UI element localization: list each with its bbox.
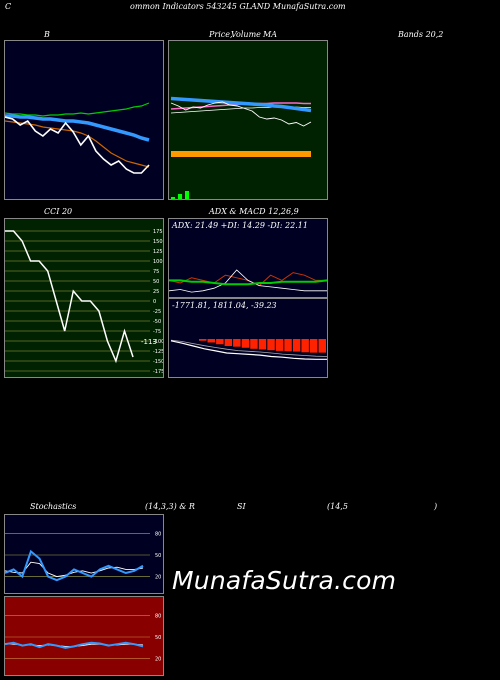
macd-bar xyxy=(318,339,326,353)
bollinger-panel xyxy=(4,40,164,200)
stoch-tick-label: 80 xyxy=(155,531,161,537)
macd-bar xyxy=(309,339,318,353)
cci-tick-label: 175 xyxy=(153,229,163,235)
price-ma-chart xyxy=(170,96,312,199)
rsi-panel: 80 50 20 xyxy=(4,596,164,676)
adx-plus-di-line xyxy=(169,269,327,293)
macd-bar xyxy=(233,339,241,347)
bollinger-upper-line xyxy=(5,102,150,117)
cci-grid xyxy=(5,230,150,372)
price-ma-panel xyxy=(168,40,328,200)
rsi-chart: 80 50 20 xyxy=(5,613,161,663)
macd-bar xyxy=(199,339,207,341)
cci-ticks: 175 150 125 100 75 50 25 0 -25 -50 -75 -100 -125 -150… xyxy=(153,229,164,375)
adx-macd-label: ADX & MACD 12,26,9 xyxy=(209,207,299,216)
cci-chart: 175 150 125 100 75 50 25 0 -25 -50 -75 -100 -125 -150… xyxy=(5,229,164,375)
macd-bar xyxy=(258,339,267,350)
volume-bar xyxy=(185,191,189,199)
cci-tick-label: -50 xyxy=(153,319,161,325)
rsi-ticks: 80 50 20 xyxy=(155,613,161,662)
stoch-label: Stochastics xyxy=(30,502,77,511)
adx-panel: ADX: 21.49 +DI: 14.29 -DI: 22.11 xyxy=(168,218,328,298)
cci-panel: 175 150 125 100 75 50 25 0 -25 -50 -75 -100 -125 -150… xyxy=(4,218,164,378)
cci-value-label: -113 xyxy=(141,338,157,346)
rsi-tick-label: 50 xyxy=(155,635,161,641)
cci-tick-label: 75 xyxy=(153,269,159,275)
cci-tick-label: -25 xyxy=(153,309,161,315)
cci-tick-label: 100 xyxy=(153,259,163,265)
macd-histogram xyxy=(199,339,326,353)
ma-label: MA xyxy=(263,30,277,39)
bollinger-middle-line xyxy=(5,114,150,142)
adx-values: ADX: 21.49 +DI: 14.29 -DI: 22.11 xyxy=(172,221,308,230)
macd-values: -1771.81, 1811.04, -39.23 xyxy=(172,301,277,310)
bollinger-lower-line xyxy=(5,120,150,168)
bollinger-label: B xyxy=(44,30,50,39)
macd-bar xyxy=(241,339,250,348)
macd-bar xyxy=(267,339,275,351)
rsi-tick-label: 80 xyxy=(155,613,161,619)
stoch-k-line xyxy=(5,549,144,582)
cci-line xyxy=(5,230,134,364)
bollinger-close-line xyxy=(5,116,150,174)
cci-tick-label: 0 xyxy=(153,299,156,305)
cci-tick-label: -100 xyxy=(153,339,164,345)
macd-signal-line xyxy=(170,339,327,357)
stoch-tick-label: 20 xyxy=(155,575,161,581)
bands-label: Bands 20,2 xyxy=(398,30,444,39)
header-title: ommon Indicators 543245 GLAND MunafaSutr… xyxy=(130,2,346,11)
ma-band-bar xyxy=(171,151,311,157)
adx-line xyxy=(169,279,327,286)
volume-bar xyxy=(178,194,182,199)
rsi-line xyxy=(5,641,144,649)
macd-bar xyxy=(250,339,258,349)
price-label: Price, xyxy=(209,30,233,39)
header-letter: C xyxy=(5,2,12,11)
macd-bar xyxy=(301,339,309,353)
macd-chart xyxy=(170,339,327,360)
rsi-tick-label: 20 xyxy=(155,657,161,663)
ma-fast-line xyxy=(170,96,312,113)
macd-bar xyxy=(275,339,284,351)
macd-bar xyxy=(224,339,233,346)
bollinger-chart xyxy=(5,102,150,174)
cci-tick-label: 25 xyxy=(153,289,159,295)
stoch-ticks: 80 50 20 xyxy=(155,531,161,580)
cci-tick-label: 150 xyxy=(153,239,163,245)
cci-tick-label: -125 xyxy=(153,349,164,355)
cci-tick-label: 125 xyxy=(153,249,163,255)
stoch-tick-label: 50 xyxy=(155,553,161,559)
macd-line xyxy=(170,340,327,360)
price-close-line xyxy=(170,101,312,127)
macd-bar xyxy=(216,339,224,345)
stoch-chart: 80 50 20 xyxy=(5,531,161,582)
adx-chart xyxy=(169,269,327,293)
rsi-close: ) xyxy=(434,502,438,511)
volume-bar xyxy=(171,197,175,199)
stoch-params: (14,3,3) & R xyxy=(145,502,195,511)
cci-tick-label: -150 xyxy=(153,359,164,365)
volume-label: Volume xyxy=(231,30,261,39)
stoch-d-line xyxy=(5,561,144,578)
rsi-params: (14,5 xyxy=(327,502,348,511)
macd-bar xyxy=(207,339,215,343)
cci-label: CCI 20 xyxy=(44,207,73,216)
macd-bar xyxy=(284,339,292,352)
rsi-grid xyxy=(5,615,150,659)
volume-bars xyxy=(171,191,189,199)
cci-tick-label: -75 xyxy=(153,329,161,335)
si-label: SI xyxy=(237,502,246,511)
cci-tick-label: 50 xyxy=(153,279,159,285)
stoch-panel: 80 50 20 xyxy=(4,514,164,594)
cci-tick-label: -175 xyxy=(153,369,164,375)
brand-watermark: MunafaSutra.com xyxy=(172,566,397,595)
macd-bar xyxy=(292,339,301,352)
macd-panel: -1771.81, 1811.04, -39.23 xyxy=(168,298,328,378)
